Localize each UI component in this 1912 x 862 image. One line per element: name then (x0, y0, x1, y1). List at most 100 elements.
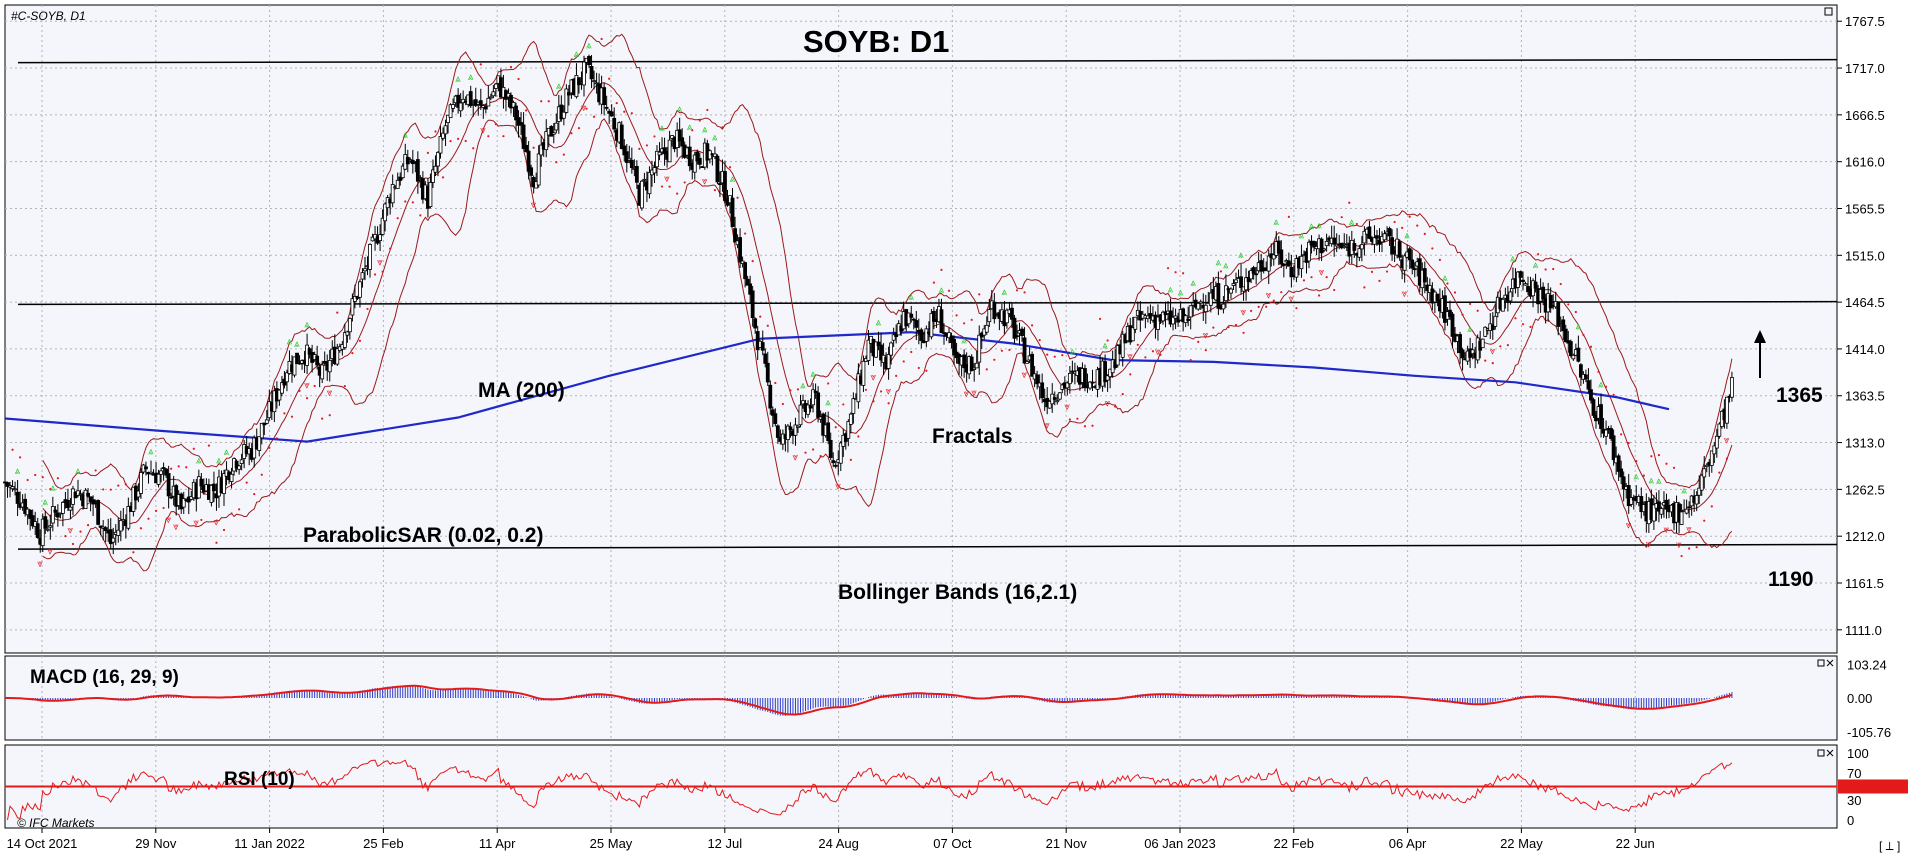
fractal-down-icon: ⩔ (1676, 539, 1682, 550)
y-tick-label: 1262.5 (1845, 482, 1885, 497)
sar-dot (79, 530, 82, 533)
sar-dot (895, 374, 898, 377)
candle-body (529, 167, 534, 176)
candle-body (697, 157, 702, 165)
sar-dot (902, 360, 905, 363)
candle-body (519, 122, 523, 126)
candle-body (962, 354, 967, 369)
candle-body (768, 384, 773, 409)
fractal-up-icon: ⩓ (1633, 471, 1639, 482)
sar-dot (1076, 417, 1079, 420)
candle-body (1362, 230, 1367, 244)
fractal-up-icon: ⩓ (75, 466, 81, 477)
fractal-up-icon: ⩓ (677, 104, 683, 115)
sar-dot (305, 397, 309, 400)
fractal-down-icon: ⩔ (1402, 289, 1408, 300)
candle-body (1322, 248, 1327, 251)
candle-body (259, 422, 264, 439)
candle-body (786, 425, 790, 441)
candle-body (906, 312, 911, 325)
sar-dot (1718, 471, 1721, 474)
candle-body (1186, 318, 1191, 321)
candle-body (773, 413, 778, 424)
fractal-down-icon: ⩔ (1626, 520, 1632, 531)
candle-body (1367, 226, 1372, 239)
sar-dot (1083, 425, 1087, 428)
candle-body (755, 331, 760, 351)
candle-body (551, 132, 556, 135)
sar-dot (759, 315, 762, 318)
candle-body (307, 348, 312, 355)
sar-dot (592, 115, 596, 118)
sar-dot (1008, 348, 1011, 352)
candle-body (516, 117, 521, 126)
candle-body (765, 362, 770, 383)
sar-dot (328, 414, 331, 417)
sar-dot (932, 281, 936, 284)
footer-button[interactable]: [ ⟂ ] (1879, 839, 1900, 853)
candle-body (634, 165, 639, 183)
sar-dot (381, 270, 384, 273)
sar-dot (1612, 393, 1615, 396)
candle-body (1030, 353, 1034, 377)
candle-body (433, 165, 438, 173)
sar-dot (396, 217, 399, 220)
fractal-up-icon: ⩓ (556, 81, 562, 92)
candle-body (262, 422, 267, 426)
candle-body (1556, 302, 1561, 327)
candle-body (360, 272, 365, 280)
fractal-up-icon: ⩓ (938, 285, 944, 296)
rsi-window-controls-icon[interactable] (1817, 749, 1834, 757)
fractal-up-icon: ⩓ (1656, 476, 1662, 487)
sar-dot (947, 289, 951, 292)
ma-label: MA (200) (478, 379, 565, 402)
sar-dot (1302, 279, 1306, 282)
candle-body (1483, 326, 1488, 337)
maximize-icon[interactable] (1824, 7, 1833, 16)
candle-body (833, 464, 838, 467)
macd-window-controls-icon[interactable] (1817, 659, 1834, 667)
sar-dot (404, 200, 407, 203)
candle-body (23, 498, 28, 514)
sar-dot (509, 65, 513, 69)
fractal-down-icon: ⩔ (1203, 330, 1209, 341)
candle-body (577, 77, 581, 86)
sar-dot (1416, 224, 1419, 227)
sar-dot (487, 135, 490, 138)
fractal-down-icon: ⩔ (1319, 267, 1325, 278)
candle-body (796, 425, 800, 428)
x-tick-label: 29 Nov (135, 836, 177, 851)
candle-body (277, 389, 282, 401)
sar-dot (1189, 358, 1192, 362)
sar-dot (1250, 309, 1253, 312)
candle-body (879, 344, 883, 361)
x-tick-label: 12 Jul (707, 836, 742, 851)
sar-dot (313, 384, 316, 388)
candle-body (753, 318, 758, 329)
candle-body (524, 144, 528, 153)
candle-body (1443, 295, 1447, 323)
candles (3, 54, 1734, 555)
candle-body (969, 356, 974, 372)
sar-dot (1212, 326, 1215, 329)
candle-body (856, 373, 861, 403)
candle-body (1088, 381, 1092, 389)
candle-body (939, 309, 944, 334)
sar-dot (19, 456, 22, 459)
fractal-up-icon: ⩓ (961, 335, 967, 346)
sar-dot (1355, 222, 1358, 226)
candle-body (828, 439, 833, 458)
chart-title: SOYB: D1 (803, 24, 949, 59)
candle-body (604, 106, 609, 109)
fractal-down-icon: ⩔ (37, 559, 43, 570)
x-tick-label: 11 Jan 2022 (234, 836, 305, 851)
candle-body (1307, 241, 1311, 262)
candle-body (1035, 374, 1040, 385)
candle-body (458, 102, 463, 112)
candle-body (652, 167, 657, 174)
candle-body (1470, 349, 1475, 355)
fractal-down-icon: ⩔ (1266, 290, 1272, 301)
sar-dot (585, 107, 588, 110)
candle-body (984, 324, 989, 333)
candle-body (1699, 474, 1704, 491)
